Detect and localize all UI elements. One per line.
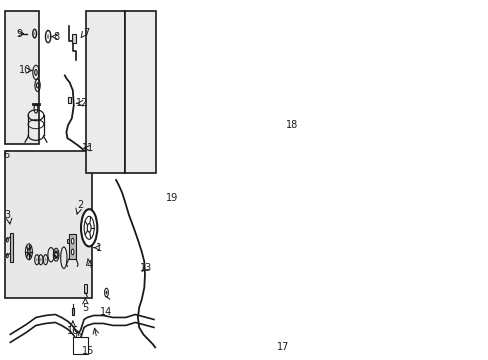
Text: 14: 14 [100, 307, 112, 318]
Circle shape [71, 249, 74, 255]
Text: 11: 11 [81, 143, 94, 153]
Bar [222, 269, 227, 276]
Text: 2: 2 [77, 200, 83, 210]
Text: 7: 7 [83, 28, 90, 37]
Bar [264, 293, 268, 304]
Bar [293, 293, 297, 304]
Bar [10, 233, 13, 262]
Text: 9: 9 [16, 28, 22, 39]
Bar [279, 293, 283, 304]
Bar [68, 98, 71, 103]
Bar [305, 293, 309, 304]
Bar [69, 234, 76, 259]
Text: 17: 17 [277, 342, 289, 352]
Text: 8: 8 [54, 32, 60, 41]
Text: 15: 15 [82, 346, 95, 356]
Bar [209, 249, 214, 253]
Bar [84, 284, 87, 293]
Text: 12: 12 [76, 98, 88, 108]
Bar [5, 12, 39, 144]
Circle shape [47, 34, 49, 39]
Text: 16: 16 [66, 327, 79, 336]
Bar [209, 253, 215, 262]
Text: 6: 6 [3, 150, 9, 160]
Text: 3: 3 [5, 210, 11, 220]
Bar [183, 193, 185, 206]
Circle shape [34, 32, 35, 35]
Bar [71, 308, 74, 315]
Text: 19: 19 [165, 193, 178, 203]
Bar [73, 337, 88, 354]
Bar [183, 74, 186, 87]
Text: 5: 5 [82, 302, 89, 312]
Text: 18: 18 [285, 120, 297, 130]
Bar [125, 12, 156, 173]
Bar [72, 34, 76, 43]
Bar [67, 239, 69, 243]
Circle shape [40, 258, 41, 261]
Circle shape [45, 258, 46, 261]
Text: 10: 10 [19, 66, 31, 76]
Circle shape [81, 209, 97, 247]
Circle shape [71, 238, 74, 244]
Circle shape [36, 258, 38, 261]
Text: 13: 13 [140, 263, 152, 273]
Circle shape [105, 291, 107, 294]
Bar [261, 109, 264, 122]
Text: 4: 4 [86, 260, 93, 270]
Text: 1: 1 [96, 243, 102, 253]
Bar [5, 151, 92, 298]
Bar [86, 12, 124, 173]
